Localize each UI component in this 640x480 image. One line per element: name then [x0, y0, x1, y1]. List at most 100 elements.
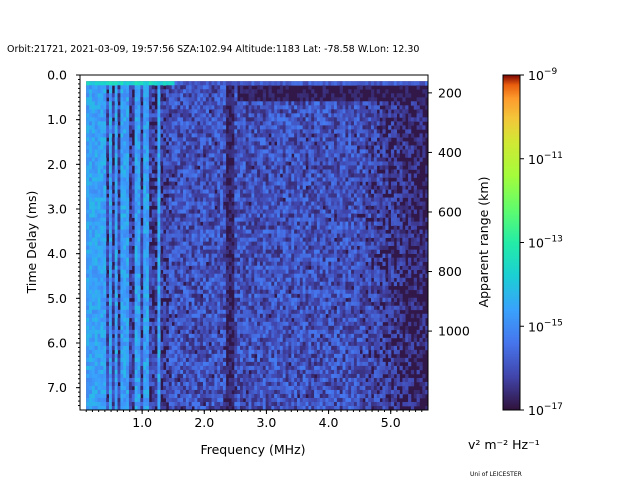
heatmap-cell [225, 341, 229, 347]
heatmap-cell [197, 261, 201, 267]
heatmap-cell [97, 313, 101, 319]
heatmap-cell [262, 261, 266, 267]
heatmap-cell [217, 193, 221, 198]
heatmap-cell [183, 173, 187, 178]
heatmap-cell [180, 265, 184, 271]
heatmap-cell [228, 173, 232, 178]
heatmap-cell [220, 249, 224, 254]
heatmap-cell [251, 289, 255, 295]
heatmap-cell [259, 245, 264, 250]
heatmap-cell [117, 389, 121, 395]
heatmap-cell [248, 317, 252, 323]
heatmap-cell [197, 177, 201, 182]
heatmap-cell [123, 137, 127, 142]
heatmap-cell [214, 329, 218, 335]
heatmap-cell [148, 305, 153, 311]
heatmap-cell [200, 301, 204, 307]
heatmap-cell [134, 133, 138, 138]
heatmap-cell [242, 301, 247, 307]
heatmap-cell [109, 233, 113, 238]
heatmap-cell [89, 389, 93, 395]
heatmap-cell [225, 365, 229, 371]
heatmap-cell [168, 109, 173, 114]
heatmap-cell [200, 197, 204, 202]
heatmap-cell [191, 401, 195, 407]
heatmap-cell [123, 129, 127, 134]
heatmap-cell [217, 301, 221, 307]
heatmap-cell [245, 189, 249, 194]
heatmap-cell [86, 377, 90, 383]
heatmap-cell [134, 193, 138, 198]
heatmap-cell [163, 173, 167, 178]
heatmap-cell [214, 381, 218, 387]
heatmap-cell [89, 157, 93, 162]
heatmap-cell [220, 217, 224, 222]
heatmap-cell [257, 377, 261, 383]
heatmap-cell [211, 349, 215, 355]
heatmap-cell [171, 105, 175, 110]
heatmap-cell [242, 353, 247, 359]
heatmap-cell [259, 389, 264, 395]
heatmap-cell [231, 229, 235, 234]
heatmap-cell [211, 237, 215, 242]
heatmap-cell [140, 241, 144, 246]
heatmap-cell [228, 353, 232, 359]
heatmap-cell [234, 361, 238, 367]
heatmap-cell [89, 141, 93, 146]
heatmap-cell [97, 393, 101, 399]
heatmap-cell [103, 149, 107, 154]
heatmap-cell [265, 401, 269, 407]
heatmap-cell [117, 365, 121, 371]
heatmap-cell [237, 373, 241, 379]
heatmap-cell [103, 221, 107, 226]
heatmap-cell [151, 93, 155, 98]
heatmap-cell [245, 129, 249, 134]
heatmap-cell [183, 245, 187, 250]
heatmap-cell [234, 193, 238, 198]
heatmap-cell [148, 265, 153, 271]
heatmap-cell [237, 309, 241, 315]
heatmap-cell [165, 293, 170, 299]
heatmap-cell [126, 405, 130, 411]
heatmap-cell [148, 377, 153, 383]
heatmap-cell [231, 221, 235, 226]
heatmap-cell [211, 269, 215, 275]
heatmap-cell [185, 261, 190, 267]
heatmap-cell [254, 345, 258, 351]
heatmap-cell [254, 273, 258, 279]
heatmap-cell [94, 173, 98, 178]
heatmap-cell [97, 277, 101, 283]
heatmap-cell [205, 349, 210, 355]
heatmap-cell [248, 257, 252, 263]
heatmap-cell [220, 321, 224, 327]
heatmap-cell [262, 325, 266, 331]
heatmap-cell [180, 245, 184, 250]
heatmap-cell [262, 133, 266, 138]
heatmap-cell [100, 117, 104, 122]
heatmap-cell [174, 293, 178, 299]
heatmap-cell [97, 285, 101, 291]
heatmap-cell [214, 125, 218, 130]
heatmap-cell [131, 113, 135, 118]
heatmap-cell [89, 297, 93, 303]
heatmap-cell [165, 213, 170, 218]
heatmap-cell [143, 185, 147, 190]
heatmap-cell [126, 277, 130, 283]
heatmap-cell [154, 353, 158, 359]
heatmap-cell [271, 305, 275, 311]
heatmap-cell [268, 297, 272, 303]
heatmap-cell [148, 201, 153, 206]
heatmap-cell [185, 173, 190, 178]
heatmap-cell [163, 141, 167, 146]
heatmap-cell [217, 93, 221, 98]
heatmap-cell [89, 265, 93, 271]
heatmap-cell [254, 281, 258, 287]
heatmap-cell [242, 329, 247, 335]
heatmap-cell [202, 345, 207, 351]
heatmap-cell [257, 313, 261, 319]
heatmap-cell [174, 229, 178, 234]
heatmap-cell [200, 297, 204, 303]
heatmap-cell [177, 317, 181, 323]
heatmap-cell [137, 153, 141, 158]
heatmap-cell [126, 249, 130, 254]
